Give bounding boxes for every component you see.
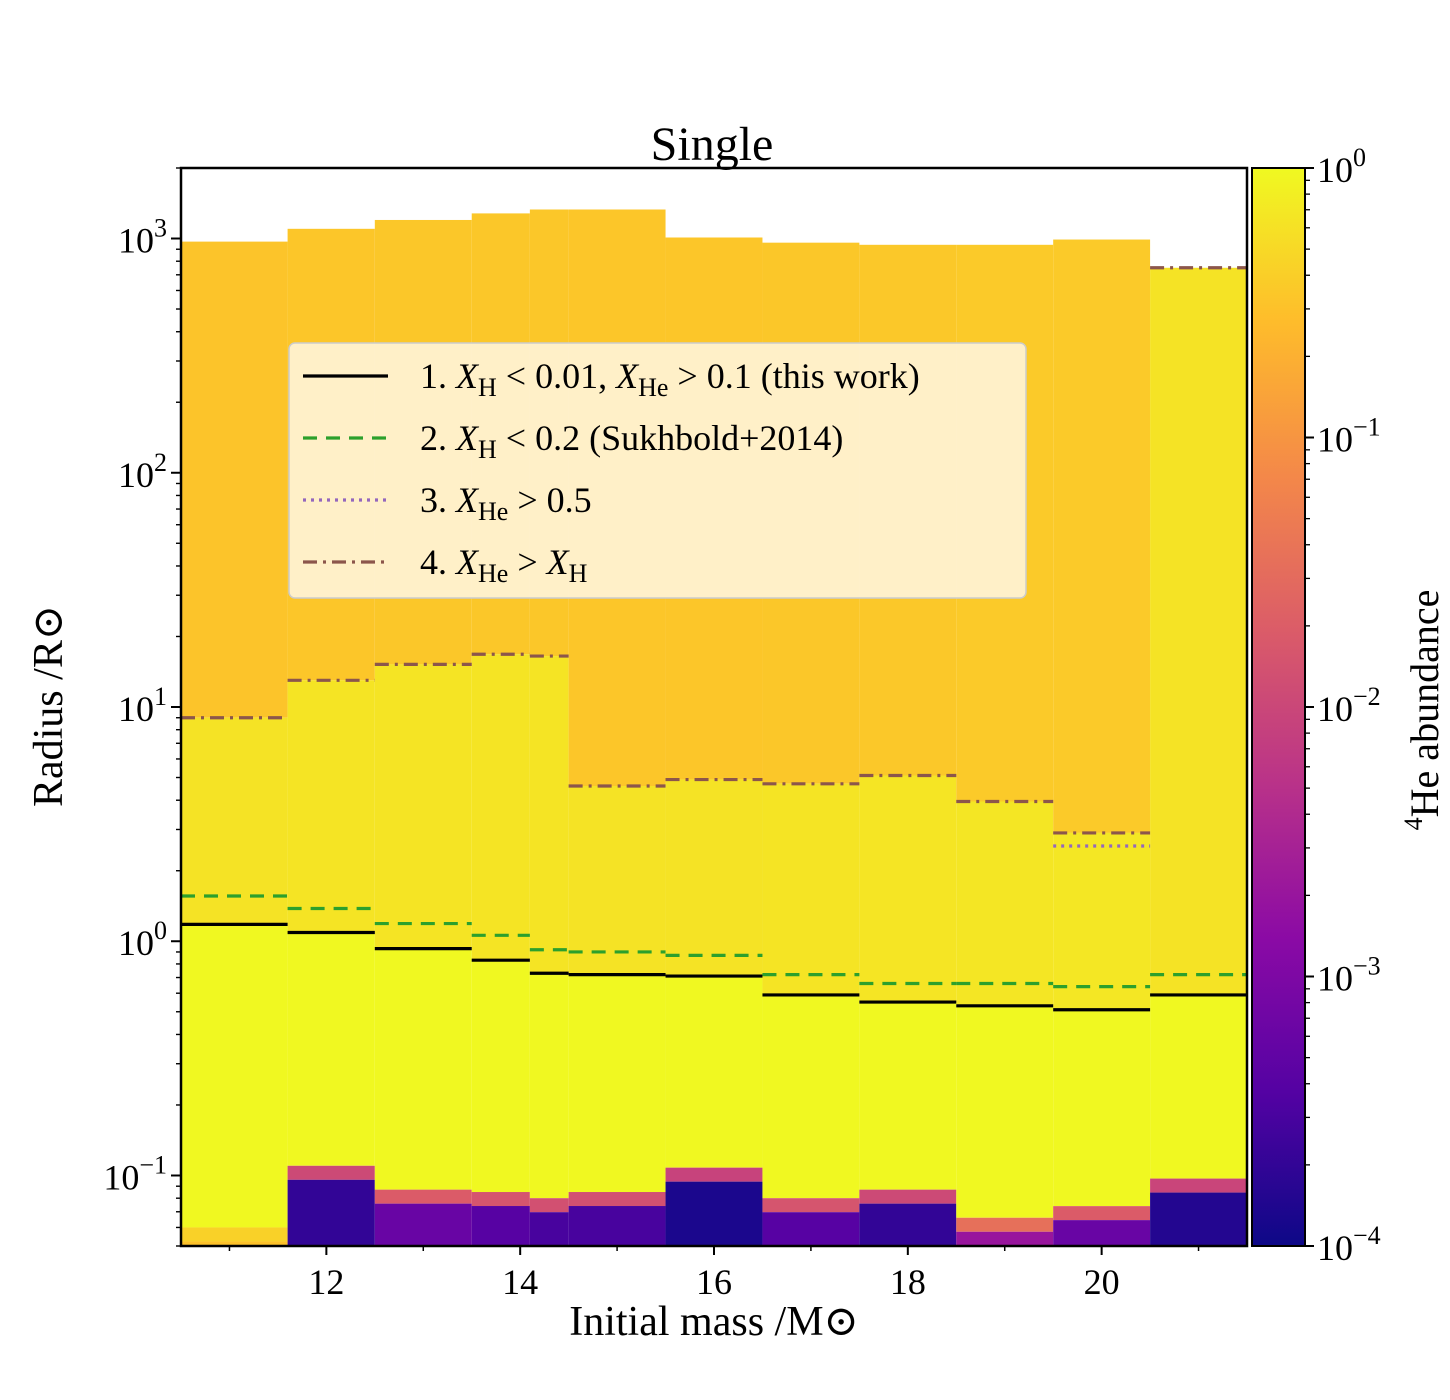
column-he-core xyxy=(1053,1009,1151,1207)
colorbar-label: 4He abundance xyxy=(1399,590,1447,831)
column-mid-layer xyxy=(762,783,860,995)
column-envelope xyxy=(1053,239,1151,833)
column-mid-layer xyxy=(665,779,763,977)
column-he-core xyxy=(181,924,288,1228)
colorbar-label-main: He abundance xyxy=(1402,590,1447,818)
column-core-transition xyxy=(762,1198,860,1213)
colorbar-tick-label: 10−3 xyxy=(1317,952,1381,999)
x-tick-label: 16 xyxy=(696,1262,732,1302)
column-core-transition xyxy=(1150,1178,1247,1193)
colorbar-tick-label: 10−2 xyxy=(1317,682,1381,729)
column-core-transition xyxy=(471,1192,530,1207)
column-he-core xyxy=(956,1005,1054,1218)
column-core-transition xyxy=(568,1192,666,1207)
column-mid-layer xyxy=(181,717,288,925)
column-inner-core xyxy=(374,1203,472,1246)
x-tick-label: 18 xyxy=(890,1262,926,1302)
column-mid-layer xyxy=(1053,832,1151,1010)
legend: 1. XH < 0.01, XHe > 0.1 (this work) 2. XH… xyxy=(288,342,1027,599)
column-core-transition xyxy=(181,1227,288,1242)
legend-entry-label: 2. XH < 0.2 (Sukhbold+2014) xyxy=(420,418,843,464)
column-he-core xyxy=(529,973,569,1199)
colorbar-tick-label: 100 xyxy=(1317,143,1366,190)
legend-box xyxy=(288,342,1027,599)
y-tick-label: 103 xyxy=(118,214,167,261)
column-core-transition xyxy=(859,1189,957,1204)
column-inner-core xyxy=(471,1206,530,1246)
threshold-lines xyxy=(181,266,1247,1012)
x-axis-label: Initial mass /M⊙ xyxy=(569,1299,859,1345)
column-he-core xyxy=(374,948,472,1190)
legend-entry-label: 3. XHe > 0.5 xyxy=(420,480,592,526)
colorbar-tick-label: 10−1 xyxy=(1317,413,1381,460)
colorbar: 100 10−1 10−2 10−3 10−4 xyxy=(1251,143,1381,1268)
column-inner-core xyxy=(665,1181,763,1246)
column-core-transition xyxy=(1053,1206,1151,1221)
column-mid-layer xyxy=(374,664,472,949)
colorbar-tick-label: 10−4 xyxy=(1317,1221,1381,1268)
column-he-core xyxy=(471,960,530,1193)
column-he-core xyxy=(762,994,860,1199)
column-core-transition xyxy=(374,1189,472,1204)
column-mid-layer xyxy=(568,785,666,975)
column-he-core xyxy=(287,932,375,1166)
x-tick-label: 20 xyxy=(1084,1262,1120,1302)
column-inner-core xyxy=(762,1212,860,1246)
axes: 12 14 16 18 20 10−1 100 101 102 103 xyxy=(103,166,1249,1302)
y-tick-label: 100 xyxy=(118,916,167,963)
column-inner-core xyxy=(287,1179,375,1246)
column-core-transition xyxy=(287,1165,375,1180)
colorbar-label-sup: 4 xyxy=(1399,817,1428,830)
column-inner-core xyxy=(568,1206,666,1246)
column-mid-layer xyxy=(956,801,1054,1006)
chart-title: Single xyxy=(651,118,774,171)
column-inner-core xyxy=(956,1231,1054,1246)
y-tick-label: 102 xyxy=(118,448,167,495)
colorbar-bar xyxy=(1251,167,1306,1247)
y-tick-label: 101 xyxy=(118,682,167,729)
column-mid-layer xyxy=(1150,267,1247,995)
column-he-core xyxy=(665,976,763,1168)
column-core-transition xyxy=(665,1167,763,1182)
legend-entry-label: 4. XHe > XH xyxy=(420,542,588,588)
column-core-transition xyxy=(956,1217,1054,1232)
column-he-core xyxy=(568,974,666,1193)
column-mid-layer xyxy=(859,775,957,1003)
column-inner-core xyxy=(1053,1220,1151,1246)
column-envelope xyxy=(181,241,288,718)
legend-entry-label: 1. XH < 0.01, XHe > 0.1 (this work) xyxy=(420,356,920,402)
y-tick-label: 10−1 xyxy=(103,1150,167,1197)
column-inner-core xyxy=(859,1203,957,1246)
x-tick-label: 14 xyxy=(502,1262,538,1302)
column-inner-core xyxy=(1150,1192,1247,1246)
column-mid-layer xyxy=(471,654,530,961)
column-he-core xyxy=(859,1002,957,1190)
column-inner-core xyxy=(529,1212,569,1246)
column-core-transition xyxy=(529,1198,569,1213)
x-tick-label: 12 xyxy=(308,1262,344,1302)
column-he-core xyxy=(1150,994,1247,1179)
column-mid-layer xyxy=(529,656,569,974)
column-mid-layer xyxy=(287,680,375,933)
column-inner-core xyxy=(181,1241,288,1246)
y-axis-label: Radius /R⊙ xyxy=(26,605,72,807)
